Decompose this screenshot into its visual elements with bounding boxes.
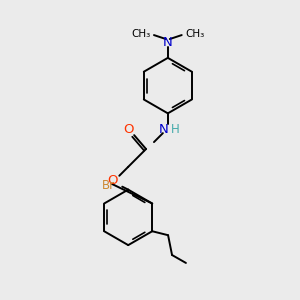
Text: CH₃: CH₃ (131, 29, 151, 39)
Text: O: O (107, 174, 118, 187)
Text: N: N (163, 35, 173, 49)
Text: O: O (123, 123, 134, 136)
Text: CH₃: CH₃ (185, 29, 204, 39)
Text: Br: Br (102, 179, 115, 192)
Text: N: N (159, 123, 169, 136)
Text: H: H (170, 123, 179, 136)
